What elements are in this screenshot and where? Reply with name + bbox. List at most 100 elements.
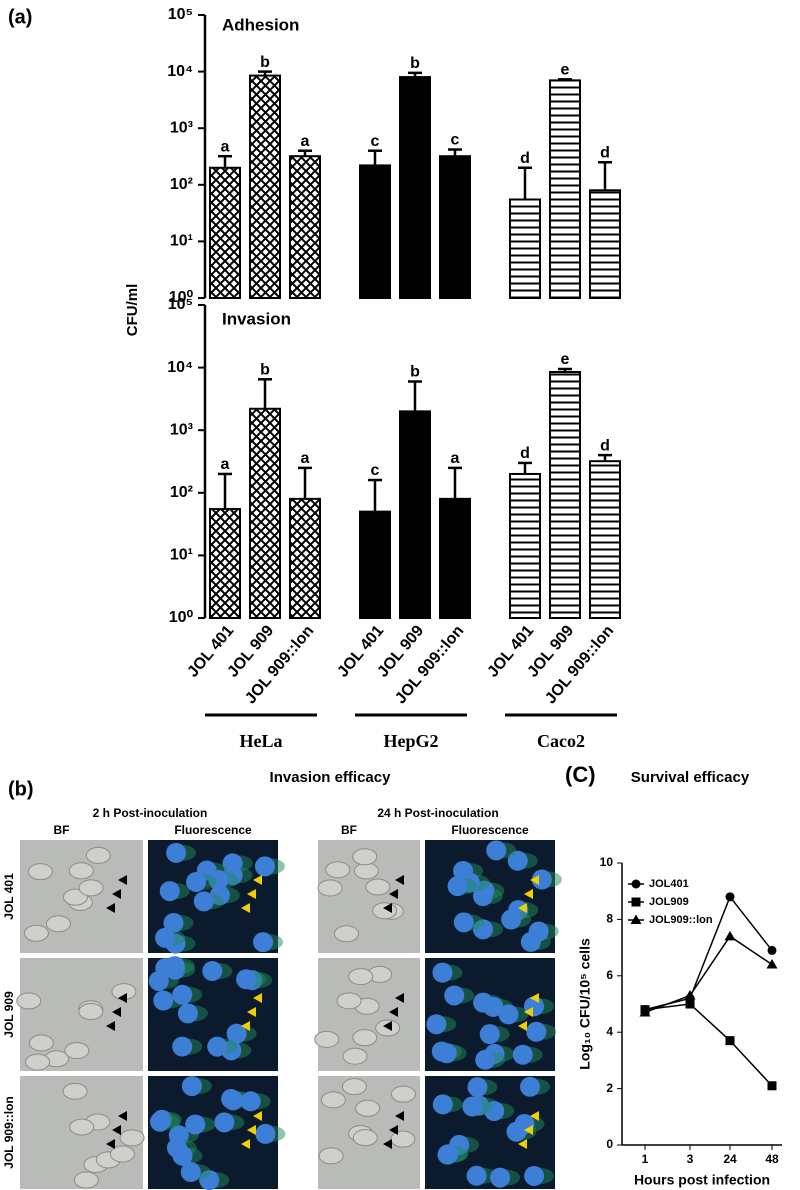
arrowhead [530, 993, 539, 1003]
cell [85, 846, 111, 864]
cell [352, 1129, 378, 1147]
x-tick-label: 3 [687, 1152, 694, 1166]
nucleus [490, 1167, 511, 1188]
row-label: JOL 401 [2, 873, 16, 920]
nucleus [507, 850, 528, 871]
nucleus [447, 876, 468, 897]
nucleus [207, 1036, 228, 1057]
nucleus [177, 1003, 198, 1024]
nucleus [255, 1123, 276, 1144]
significance-letter: c [371, 133, 380, 150]
group-label: Caco2 [537, 731, 585, 751]
panel-label: (a) [8, 6, 32, 28]
nucleus [475, 1049, 496, 1070]
bar [439, 497, 471, 620]
cell [109, 1145, 135, 1163]
y-tick-label: 4 [606, 1024, 613, 1038]
legend-marker [631, 879, 641, 889]
arrowhead [518, 1021, 527, 1031]
cell [390, 1085, 416, 1103]
significance-letter: a [301, 133, 310, 150]
cell [352, 848, 378, 866]
nucleus [153, 990, 174, 1011]
nucleus [501, 909, 522, 930]
arrowhead [395, 875, 404, 885]
x-axis-label: Hours post infection [634, 1172, 770, 1188]
panel-label: (C) [565, 762, 596, 787]
cell [78, 879, 104, 897]
timepoint-label: 2 h Post-inoculation [93, 806, 208, 820]
panel-title: Survival efficacy [631, 769, 750, 786]
bar [209, 166, 241, 299]
bar [359, 164, 391, 299]
column-label: Fluorescence [451, 823, 529, 837]
nucleus [253, 932, 274, 953]
x-tick-label: 1 [642, 1152, 649, 1166]
cell [119, 1129, 145, 1147]
cell [16, 992, 42, 1010]
y-tick-label: 2 [606, 1081, 613, 1095]
nucleus [483, 996, 504, 1017]
nucleus [531, 869, 552, 890]
nucleus [438, 1144, 459, 1165]
row-label: JOL 909::lon [2, 1096, 16, 1168]
arrowhead [395, 1111, 404, 1121]
cell [341, 1078, 367, 1096]
cell [355, 1099, 381, 1117]
arrowhead [530, 875, 539, 885]
significance-letter: d [600, 437, 610, 454]
significance-letter: b [410, 55, 420, 72]
arrowhead [395, 993, 404, 1003]
cell [336, 992, 362, 1010]
column-label: Fluorescence [174, 823, 252, 837]
nucleus [163, 912, 184, 933]
arrowhead [253, 993, 262, 1003]
arrowhead [383, 1139, 392, 1149]
arrowhead [112, 889, 121, 899]
column-label: BF [341, 823, 357, 837]
nucleus [236, 969, 257, 990]
significance-letter: a [221, 138, 230, 155]
significance-letter: d [520, 445, 530, 462]
cell [69, 1118, 95, 1136]
cell [353, 862, 379, 880]
cell [64, 1042, 90, 1060]
nucleus [528, 921, 549, 942]
y-tick-label: 10² [170, 484, 193, 501]
bar [509, 472, 541, 620]
arrowhead [247, 1125, 256, 1135]
arrowhead [247, 1007, 256, 1017]
arrowhead [106, 1021, 115, 1031]
marker [639, 1006, 651, 1017]
nucleus [193, 891, 214, 912]
y-tick-label: 8 [606, 912, 613, 926]
marker [684, 990, 696, 1000]
bar [289, 155, 321, 299]
significance-letter: b [410, 364, 420, 381]
bar [439, 155, 471, 299]
legend-marker [630, 914, 642, 924]
bar [359, 510, 391, 619]
bar [589, 460, 621, 619]
arrowhead [106, 903, 115, 913]
cell [352, 1029, 378, 1047]
y-axis-label: Log₁₀ CFU/10⁵ cells [577, 938, 593, 1070]
arrowhead [241, 1021, 250, 1031]
y-tick-label: 6 [606, 968, 613, 982]
arrowhead [389, 1007, 398, 1017]
nucleus [166, 842, 187, 863]
y-tick-label: 10⁰ [169, 609, 194, 626]
significance-letter: e [561, 351, 570, 368]
cell [317, 879, 343, 897]
y-tick-label: 0 [606, 1137, 613, 1151]
cell [390, 1130, 416, 1148]
arrowhead [106, 1139, 115, 1149]
nucleus [164, 956, 185, 977]
nucleus [202, 961, 223, 982]
legend-label: JOL909 [649, 896, 689, 908]
nucleus [180, 1162, 201, 1183]
cell [314, 1030, 340, 1048]
row-label: JOL 909 [2, 991, 16, 1038]
nucleus [172, 984, 193, 1005]
nucleus [466, 1165, 487, 1186]
